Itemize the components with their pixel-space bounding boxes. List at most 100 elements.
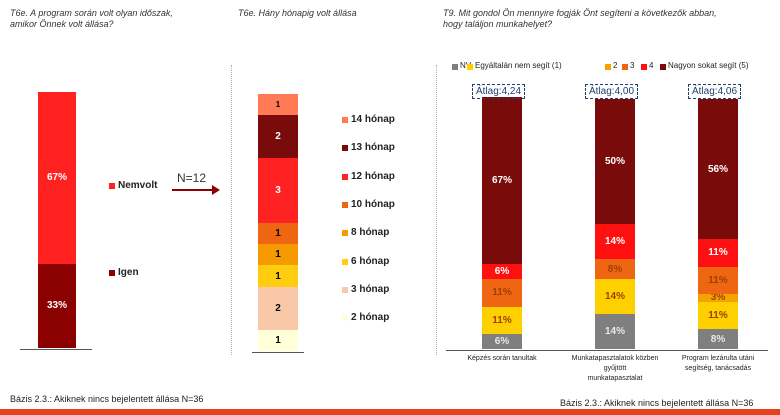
helpfulness-data-label: 11% (708, 247, 728, 259)
helpfulness-data-label: 6% (494, 266, 510, 277)
months-legend-swatch (342, 117, 348, 123)
helpfulness-bar-segment: 11% (482, 279, 522, 307)
helpfulness-legend-swatch (467, 64, 473, 70)
separator-right (436, 65, 437, 355)
months-legend-label: 6 hónap (351, 255, 390, 267)
left-legend-label: Nemvolt (118, 180, 158, 191)
helpfulness-bar-segment: 11% (482, 306, 522, 334)
helpfulness-data-label: 11% (708, 274, 728, 286)
footer-bar (0, 409, 780, 415)
separator-left (231, 65, 232, 355)
helpfulness-bar-segment: 11% (698, 239, 738, 267)
left-legend-label: Igen (118, 267, 139, 278)
months-legend-label: 14 hónap (351, 114, 395, 125)
helpfulness-legend-label: 3 (630, 61, 635, 70)
helpfulness-data-label: 67% (491, 174, 512, 186)
arrow-right-icon (172, 185, 220, 195)
helpfulness-bar-segment: 14% (595, 224, 635, 259)
months-bar-segment: 1 (258, 265, 298, 287)
helpfulness-data-label: 14% (604, 236, 625, 247)
helpfulness-data-label: 3% (710, 292, 726, 304)
helpfulness-bar-segment: 67% (482, 96, 522, 264)
months-legend-label: 10 hónap (351, 198, 395, 210)
helpfulness-data-label: 50% (604, 156, 625, 167)
helpfulness-legend-label: 2 (613, 61, 618, 70)
helpfulness-data-label: 56% (707, 163, 728, 175)
helpfulness-data-label: 8% (607, 263, 623, 275)
category-label: Program lezárulta utáni segítség, tanács… (681, 355, 755, 372)
helpfulness-data-label: 11% (708, 309, 728, 321)
helpfulness-legend-swatch (452, 64, 458, 70)
helpfulness-legend-label: Egyáltalán nem segít (1) (475, 61, 562, 70)
helpfulness-data-label: 14% (604, 291, 625, 302)
helpfulness-legend-label: NV (460, 61, 472, 70)
months-legend-label: 8 hónap (351, 227, 390, 239)
category-label: Munkatapasztalatok közben gyűjtött munka… (571, 355, 659, 382)
months-bar-segment: 1 (258, 222, 298, 244)
helpfulness-stacked-bar-chart: 6% 11% 11% 6% 67% Átlag:4,24 Képzés során tanu… (467, 84, 755, 382)
right-chart-baseline (446, 350, 768, 351)
right-question-title: T9. Mit gondol Ön mennyire fogják Önt se… (443, 8, 717, 29)
helpfulness-legend-swatch (641, 64, 647, 70)
months-bar-segment: 1 (258, 329, 298, 351)
helpfulness-data-label: 14% (604, 326, 625, 337)
page-number: 12 (762, 405, 769, 411)
helpfulness-bar-segment: 56% (698, 99, 738, 239)
base-note-right: Bázis 2.3.: Akiknek nincs bejelentett ál… (560, 398, 754, 408)
helpfulness-legend-label: Nagyon sokat segít (5) (668, 61, 749, 70)
helpfulness-legend-swatch (622, 64, 628, 70)
helpfulness-data-label: 8% (710, 333, 726, 345)
months-legend-label: 13 hónap (351, 142, 395, 154)
helpfulness-bar-segment: 6% (482, 264, 522, 279)
months-legend-swatch (342, 173, 348, 180)
category-label: Képzés során tanultak (467, 355, 537, 362)
helpfulness-legend-label: 4 (649, 61, 654, 70)
base-note-left: Bázis 2.3.: Akiknek nincs bejelentett ál… (10, 394, 204, 404)
helpfulness-data-label: 11% (492, 287, 512, 299)
months-bar-segment: 2 (258, 286, 298, 330)
months-legend-swatch (342, 145, 348, 152)
left-legend-swatch (109, 183, 115, 189)
months-bar-segment: 2 (258, 115, 298, 159)
helpfulness-bar-segment: 8% (595, 259, 635, 279)
helpfulness-legend-swatch (605, 64, 611, 70)
months-legend-swatch (342, 258, 348, 265)
helpfulness-bar-segment: 11% (698, 266, 738, 294)
months-legend-label: 12 hónap (351, 170, 395, 182)
months-bar-segment: 1 (258, 243, 298, 266)
left-chart-baseline (20, 349, 92, 350)
helpfulness-legend-swatch (660, 64, 666, 70)
average-badge: Átlag:4,00 (585, 84, 639, 99)
left-bar-segment: 33% (38, 263, 76, 348)
left-legend-swatch (109, 270, 115, 276)
mid-chart-baseline (252, 352, 304, 353)
helpfulness-bar-segment: 11% (698, 301, 738, 329)
months-bar-segment: 3 (258, 158, 298, 223)
helpfulness-bar-segment: 14% (595, 279, 635, 314)
left-bar-data-label: 33% (46, 300, 67, 312)
months-legend-label: 3 hónap (351, 283, 390, 295)
helpfulness-data-label: 11% (492, 314, 512, 326)
middle-question-title: T6e. Hány hónapig volt állása (238, 8, 357, 18)
months-legend-swatch (342, 201, 348, 208)
left-bar-data-label: 67% (46, 172, 67, 184)
months-legend-swatch (342, 315, 348, 322)
helpfulness-bar-segment: 6% (482, 334, 522, 349)
left-question-title: T6e. A program során volt olyan időszak,… (10, 8, 173, 29)
helpfulness-bar-segment: 8% (698, 329, 738, 349)
helpfulness-bar-segment: 50% (595, 99, 635, 224)
average-badge: Átlag:4,24 (472, 84, 526, 99)
months-legend-swatch (342, 230, 348, 237)
months-stacked-bar-chart: 1 2 1 1 1 3 2 1 14 hónap 13 hónap 12 hónap 10 hónap… (0, 0, 436, 360)
left-stacked-bar-chart: 33% 67% Igen Nemvolt (0, 0, 232, 360)
average-badge: Átlag:4,06 (688, 84, 742, 99)
months-bar-segment: 1 (258, 94, 298, 116)
right-chart-legend: NV Egyáltalán nem segít (1) 2 3 4 Nagyon soka… (0, 0, 780, 80)
helpfulness-data-label: 6% (494, 336, 510, 347)
helpfulness-bar-segment: 14% (595, 314, 635, 349)
months-legend-label: 2 hónap (351, 312, 390, 324)
left-bar-segment: 67% (38, 92, 76, 264)
arrow-label: N=12 (177, 171, 207, 185)
helpfulness-bar-segment: 3% (698, 292, 738, 304)
months-legend-swatch (342, 286, 348, 293)
